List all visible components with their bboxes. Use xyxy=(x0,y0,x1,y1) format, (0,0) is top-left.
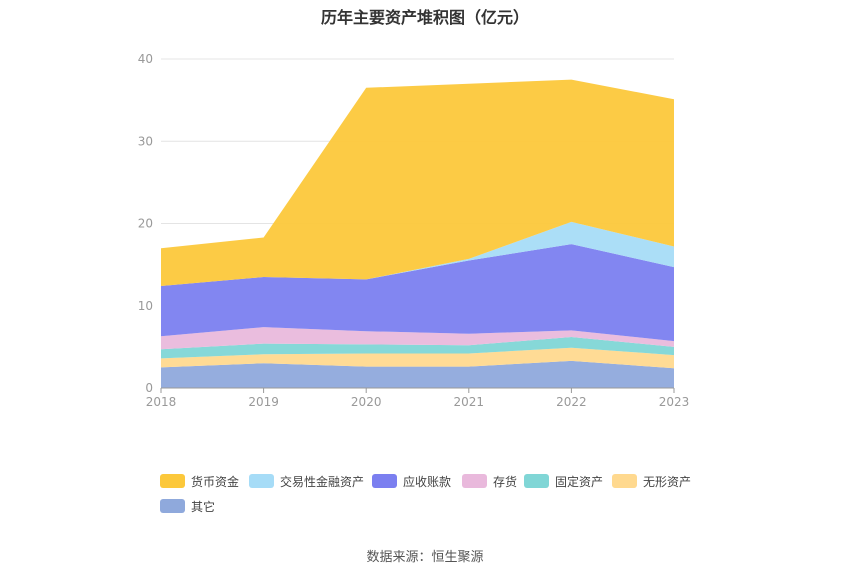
legend-label: 货币资金 xyxy=(191,474,240,489)
legend-label: 无形资产 xyxy=(643,474,692,489)
legend-item[interactable]: 交易性金融资产 xyxy=(249,472,364,490)
x-tick-label: 2019 xyxy=(248,395,279,409)
legend-swatch xyxy=(249,474,274,488)
legend-label: 固定资产 xyxy=(555,474,604,489)
legend-item[interactable]: 无形资产 xyxy=(612,472,691,490)
y-tick-label: 10 xyxy=(138,299,153,313)
legend-item[interactable]: 固定资产 xyxy=(524,472,603,490)
x-tick-label: 2020 xyxy=(351,395,382,409)
y-tick-label: 0 xyxy=(145,381,153,395)
legend-item[interactable]: 应收账款 xyxy=(372,472,451,490)
area-series xyxy=(161,221,674,286)
x-tick-label: 2022 xyxy=(556,395,587,409)
data-source: 数据来源：恒生聚源 xyxy=(366,550,484,565)
y-tick-label: 40 xyxy=(138,52,153,66)
area-series xyxy=(161,337,674,359)
area-series xyxy=(161,79,674,286)
x-tick-label: 2021 xyxy=(454,395,485,409)
legend-swatch xyxy=(160,474,185,488)
y-tick-label: 30 xyxy=(138,134,153,148)
legend-swatch xyxy=(462,474,487,488)
x-tick-label: 2023 xyxy=(659,395,690,409)
legend-swatch xyxy=(372,474,397,488)
legend-label: 其它 xyxy=(191,499,216,514)
area-series xyxy=(161,347,674,369)
area-series xyxy=(161,327,674,350)
chart-title: 历年主要资产堆积图（亿元） xyxy=(320,8,529,27)
x-tick-label: 2018 xyxy=(146,395,177,409)
legend-label: 交易性金融资产 xyxy=(280,474,365,489)
area-series xyxy=(161,360,674,388)
legend-swatch xyxy=(524,474,549,488)
legend-swatch xyxy=(160,499,185,513)
area-series xyxy=(161,244,674,342)
legend-label: 存货 xyxy=(493,474,518,489)
legend-swatch xyxy=(612,474,637,488)
legend-label: 应收账款 xyxy=(403,474,452,489)
legend-item[interactable]: 存货 xyxy=(462,472,517,490)
legend-item[interactable]: 货币资金 xyxy=(160,472,239,490)
legend-item[interactable]: 其它 xyxy=(160,497,215,515)
y-tick-label: 20 xyxy=(138,217,153,231)
